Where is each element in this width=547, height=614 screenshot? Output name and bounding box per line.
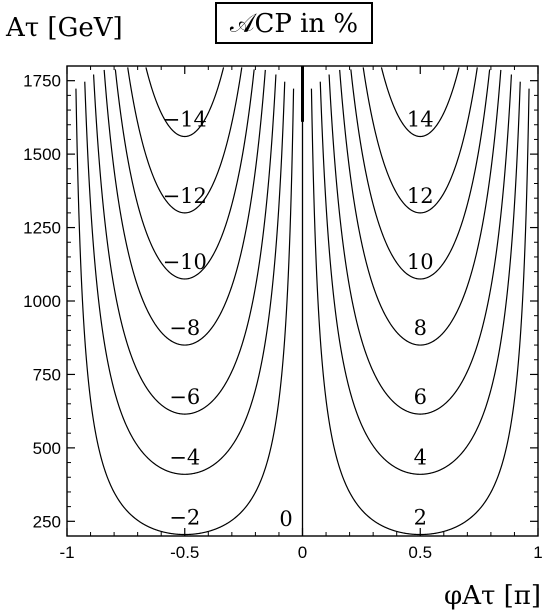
contour-line bbox=[84, 81, 286, 475]
contour-line bbox=[114, 69, 255, 280]
contour-label: −8 bbox=[169, 316, 200, 340]
x-axis-label: φAτ [π] bbox=[444, 581, 541, 611]
y-tick-label: 250 bbox=[33, 512, 61, 531]
contour-label: 10 bbox=[407, 250, 434, 274]
contour-line bbox=[145, 67, 225, 138]
contour-line bbox=[328, 74, 513, 415]
contour-curves bbox=[75, 66, 530, 536]
contour-labels: −2 −4 −6 −8 −10 −12 −14 0 2 4 6 8 10 12 14 bbox=[163, 108, 434, 532]
x-tick-label: 1 bbox=[533, 543, 542, 562]
contour-line bbox=[319, 81, 521, 475]
title-frame bbox=[215, 2, 373, 44]
contour-label: 0 bbox=[279, 507, 292, 531]
contour-line bbox=[350, 69, 491, 280]
contour-line bbox=[362, 67, 478, 214]
y-tick-label: 1750 bbox=[23, 72, 61, 91]
x-tick-label: -1 bbox=[59, 543, 74, 562]
contour-line bbox=[310, 88, 530, 536]
contour-line bbox=[75, 88, 295, 536]
contour-line bbox=[92, 74, 277, 415]
y-tick-label: 1250 bbox=[23, 219, 61, 238]
y-tick-label: 500 bbox=[33, 439, 61, 458]
contour-label: 14 bbox=[407, 108, 434, 132]
y-tick-label: 1000 bbox=[23, 292, 61, 311]
contour-line bbox=[103, 69, 266, 346]
y-axis-label: Aτ [GeV] bbox=[5, 13, 123, 43]
contour-line bbox=[127, 67, 243, 214]
contour-label: 12 bbox=[407, 184, 434, 208]
contour-label: −12 bbox=[163, 184, 207, 208]
contour-label: −10 bbox=[163, 250, 207, 274]
y-tick-label: 750 bbox=[33, 365, 61, 384]
contour-label: 6 bbox=[414, 385, 427, 409]
contour-label: −4 bbox=[169, 445, 200, 469]
contour-line bbox=[339, 69, 502, 346]
contour-label: 4 bbox=[414, 445, 427, 469]
contour-label: −2 bbox=[169, 506, 200, 530]
contour-label: −6 bbox=[169, 385, 200, 409]
contour-label: −14 bbox=[163, 108, 207, 132]
contour-label: 2 bbox=[414, 506, 427, 530]
chart-title: 𝒜CP in % bbox=[215, 2, 373, 44]
contour-label: 8 bbox=[414, 316, 427, 340]
x-tick-label: -0.5 bbox=[170, 543, 199, 562]
x-tick-label: 0.5 bbox=[408, 543, 432, 562]
contour-line bbox=[380, 67, 460, 138]
y-tick-label: 1500 bbox=[23, 145, 61, 164]
title-text: 𝒜CP in % bbox=[230, 9, 358, 39]
x-tick-label: 0 bbox=[298, 543, 307, 562]
